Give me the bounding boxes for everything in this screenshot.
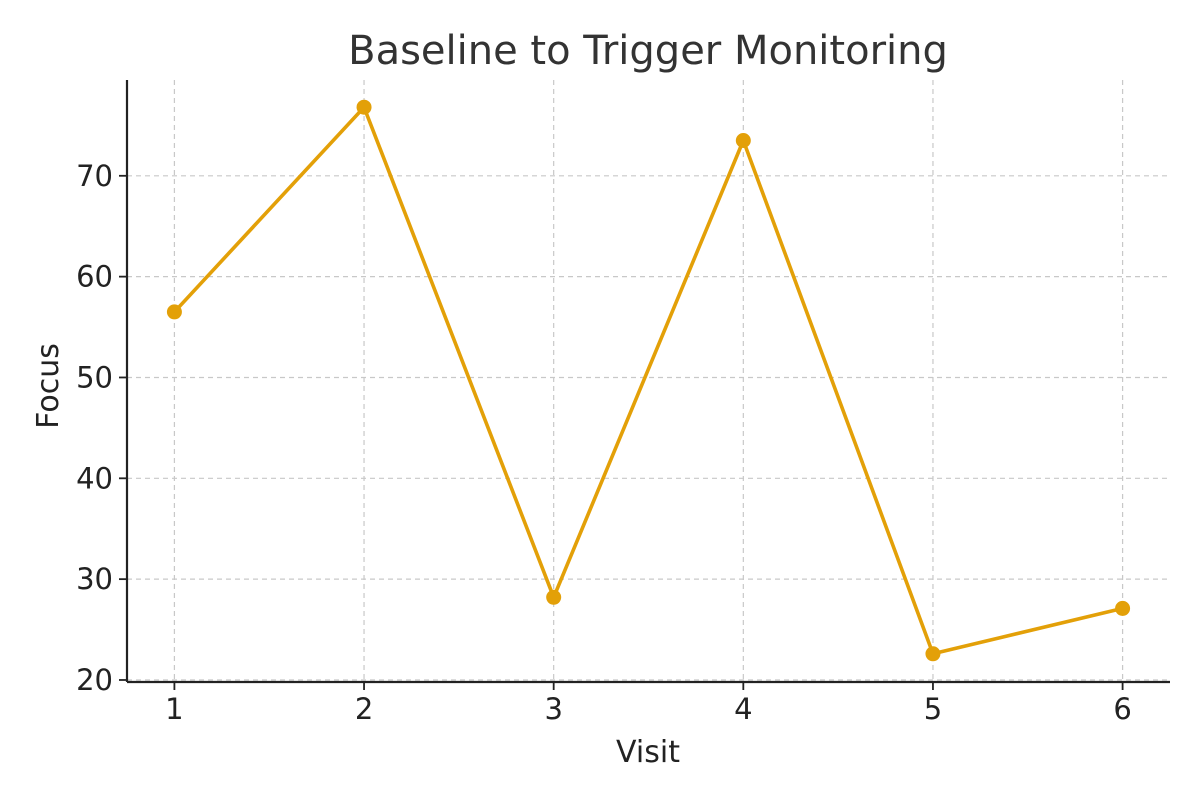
y-tick-label: 60 bbox=[76, 260, 113, 294]
data-point bbox=[166, 304, 182, 320]
x-tick-label: 5 bbox=[924, 692, 942, 726]
x-tick-label: 6 bbox=[1113, 692, 1131, 726]
data-point bbox=[925, 646, 941, 662]
x-tick-label: 4 bbox=[734, 692, 752, 726]
chart-title: Baseline to Trigger Monitoring bbox=[348, 28, 948, 74]
data-point bbox=[546, 589, 562, 605]
x-axis-label: Visit bbox=[616, 735, 680, 770]
y-tick-label: 40 bbox=[76, 461, 113, 495]
y-tick-label: 30 bbox=[76, 562, 113, 596]
y-tick-label: 20 bbox=[76, 663, 113, 697]
x-tick-label: 3 bbox=[544, 692, 562, 726]
y-tick-label: 50 bbox=[76, 360, 113, 394]
y-tick-label: 70 bbox=[76, 159, 113, 193]
grid bbox=[127, 80, 1170, 682]
y-axis-label: Focus bbox=[31, 343, 66, 429]
x-tick-label: 2 bbox=[355, 692, 373, 726]
ticks: 1 2 3 4 5 6 20 30 40 50 60 70 bbox=[76, 159, 1132, 726]
x-tick-label: 1 bbox=[165, 692, 183, 726]
data-point bbox=[1115, 600, 1131, 616]
series-line bbox=[173, 105, 1124, 656]
series-layer bbox=[166, 99, 1131, 662]
axes bbox=[125, 80, 1170, 684]
data-point bbox=[735, 133, 751, 149]
data-point bbox=[356, 99, 372, 115]
